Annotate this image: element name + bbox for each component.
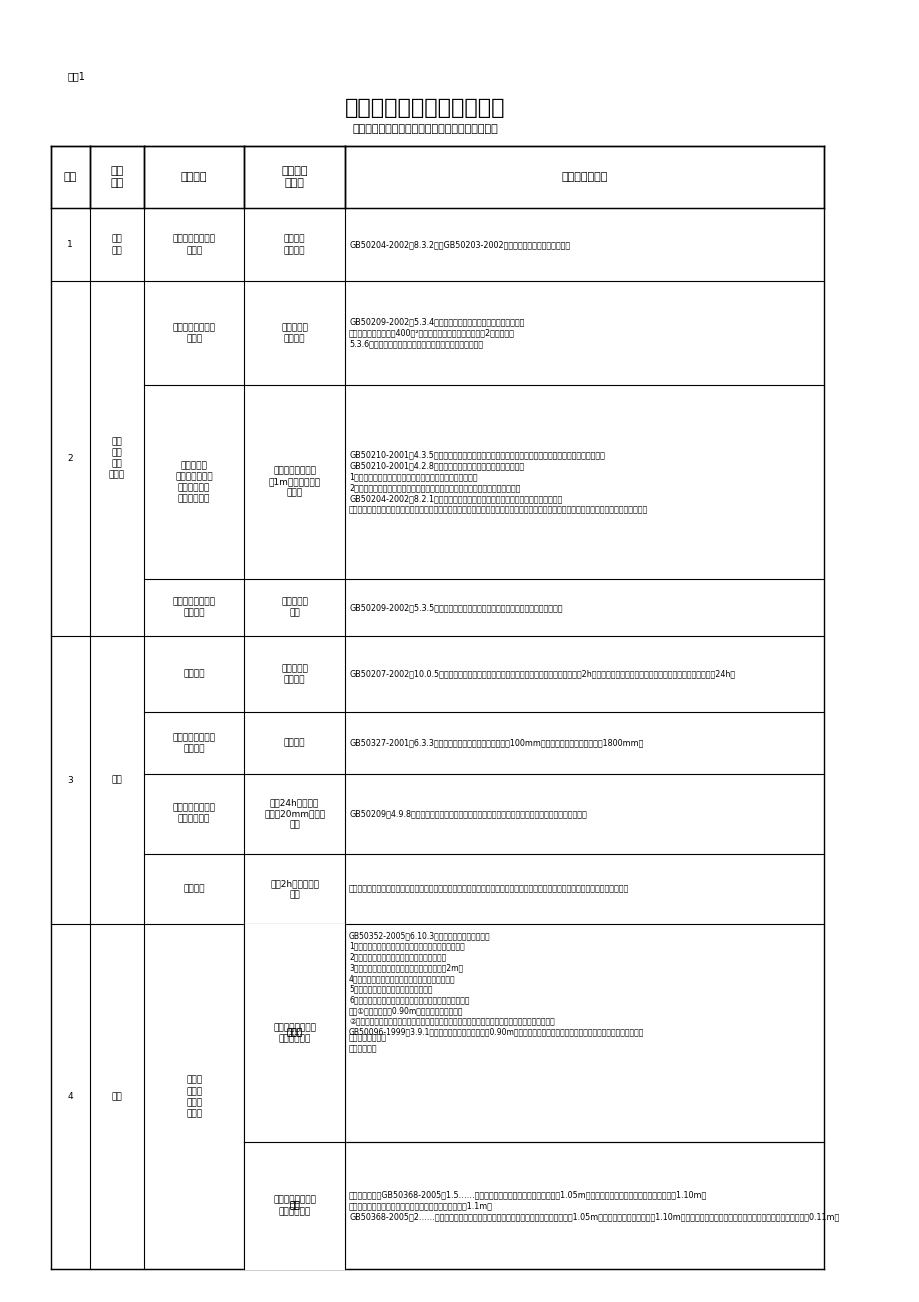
Text: 观察和泼水
检查: 观察和泼水 检查: [281, 598, 308, 617]
Text: 墙面、天棚
粉刷、水泥浆、
裂缝、和墙灰
（电梁除外）: 墙面、天棚 粉刷、水泥浆、 裂缝、和墙灰 （电梁除外）: [175, 461, 212, 504]
Text: 外窗台: 外窗台: [286, 1029, 302, 1038]
Text: 蓄水24h，深度不
得小于20mm，观察
检查: 蓄水24h，深度不 得小于20mm，观察 检查: [264, 798, 324, 829]
Text: GB50327-2001第6.3.3防水层应从地面延伸到墙，高出地面100mm；浴室墙面的防水层不得低于1800mm。: GB50327-2001第6.3.3防水层应从地面延伸到墙，高出地面100mm；…: [348, 738, 642, 747]
Text: 钢尺检查，每个窗
台不少于一处: 钢尺检查，每个窗 台不少于一处: [348, 1034, 387, 1053]
Text: 住宅工程质量分户验收导则: 住宅工程质量分户验收导则: [345, 98, 505, 117]
Text: 验收内容: 验收内容: [181, 172, 207, 182]
Text: 序号: 序号: [63, 172, 77, 182]
Text: GB50352-2005第6.10.3窗的设置应符合下列规定：
1、窗扇的开启式应方便使用、安全和易于维修、清洗；
2、当采用外开窗时应能够牢固窗扇的固定端；
: GB50352-2005第6.10.3窗的设置应符合下列规定： 1、窗扇的开启式…: [348, 931, 644, 1036]
Text: 附表1: 附表1: [68, 72, 85, 82]
Text: 检查方法
及数量: 检查方法 及数量: [281, 165, 308, 189]
Text: 4: 4: [67, 1092, 73, 1101]
Text: 楼地
面、
墙面
和天棚: 楼地 面、 墙面 和天棚: [108, 437, 125, 479]
Text: 护栏: 护栏: [289, 1202, 300, 1211]
Text: 《建筑法》第六十条：建筑工程竣工时，屋顶、墙面不得有渗漏、开裂等质量缺陷；对已经发现的质量缺陷，建筑施工企业应当修复。: 《建筑法》第六十条：建筑工程竣工时，屋顶、墙面不得有渗漏、开裂等质量缺陷；对已经…: [348, 884, 629, 893]
Text: GB50209第4.9.8有防水要求的建筑地面工程的立管、套管、地漏处严禁渗漏，坡向应正确、无积水。: GB50209第4.9.8有防水要求的建筑地面工程的立管、套管、地漏处严禁渗漏，…: [348, 809, 586, 818]
Text: 护栏: 护栏: [289, 1202, 300, 1211]
Text: GB50207-2002第10.0.5检查屋面有无渗漏、积水和排水系统是否畅通，应在雨后或持续淋水2h后进行。有可能作蓄水检验的屋面，其蓄水的时间不应少于24h: GB50207-2002第10.0.5检查屋面有无渗漏、积水和排水系统是否畅通，…: [348, 669, 734, 678]
Text: 楼地面空鼓、裂缝
、起砂: 楼地面空鼓、裂缝 、起砂: [173, 323, 215, 344]
Text: 观察检查、距检查
面1m处正视无裂缝
和墙灰: 观察检查、距检查 面1m处正视无裂缝 和墙灰: [268, 466, 321, 497]
Text: GB50204-2002第8.3.2条及GB50203-2002有关砌体轴线允许偏差的规定。: GB50204-2002第8.3.2条及GB50203-2002有关砌体轴线允许…: [348, 241, 570, 249]
Text: GB50209-2002第5.3.4面层与下一层应结合牢固，无空鼓、裂纹。
注：空鼓面积不应大于400㎝²，且每自然间（标准间）不多于2处可不计。
5.3.6面: GB50209-2002第5.3.4面层与下一层应结合牢固，无空鼓、裂纹。 注：…: [348, 318, 524, 349]
Text: 门窗: 门窗: [111, 1092, 122, 1101]
Text: 厨、卫、阳台防水
工程施工: 厨、卫、阳台防水 工程施工: [173, 733, 215, 753]
Text: 屋面渗漏: 屋面渗漏: [183, 669, 205, 678]
Text: GB50210-2001第4.3.5各抹灰层之间及抹灰层与基体之间必须粘接牢固，抹灰层应无脱层、空鼓和裂缝。
GB50210-2001第4.2.8一般抹灰工程的: GB50210-2001第4.3.5各抹灰层之间及抹灰层与基体之间必须粘接牢固，…: [348, 450, 648, 514]
Text: 栏杆高度标准：GB50368-2005第1.5……五层及五层以下住宅的栏杆高度不应低于1.05m，七层及七层以上住宅的栏杆高度不应低于1.10m。
阳台栏杆应有: 栏杆高度标准：GB50368-2005第1.5……五层及五层以下住宅的栏杆高度不…: [348, 1190, 838, 1221]
Text: 外墙渗漏: 外墙渗漏: [183, 884, 205, 893]
Text: 外窗台
窗洞口
尺寸及
栏杆间: 外窗台 窗洞口 尺寸及 栏杆间: [186, 1075, 202, 1118]
Text: 房间
尺寸: 房间 尺寸: [111, 234, 122, 255]
Text: 卫生间等有防水要
求的地面渗漏: 卫生间等有防水要 求的地面渗漏: [173, 803, 215, 824]
Text: GB50209-2002第5.3.5面层表面的坡度应符合设计要求，不得有倒泛水和积水现象。: GB50209-2002第5.3.5面层表面的坡度应符合设计要求，不得有倒泛水和…: [348, 603, 562, 612]
Text: 尺量检查
每一房间: 尺量检查 每一房间: [284, 234, 305, 255]
Text: 尺量检查: 尺量检查: [284, 738, 305, 747]
Text: 钢尺量测，每片栏
杆不少于一处: 钢尺量测，每片栏 杆不少于一处: [273, 1195, 316, 1216]
Text: 室内标高、隔墙轴
线偏差: 室内标高、隔墙轴 线偏差: [173, 234, 215, 255]
Text: 小锤轻击和
观察检查: 小锤轻击和 观察检查: [281, 323, 308, 344]
Text: 钢尺检查，每个窗
台不少于一处: 钢尺检查，每个窗 台不少于一处: [273, 1023, 316, 1043]
Text: 防水: 防水: [111, 776, 122, 785]
Text: （验收项目、内容、检查方法及参照标准、条文）: （验收项目、内容、检查方法及参照标准、条文）: [352, 124, 497, 134]
Text: 淋水2h或雨后观察
检查: 淋水2h或雨后观察 检查: [270, 879, 319, 900]
Text: 验收
项目: 验收 项目: [110, 165, 123, 189]
Text: 3: 3: [67, 776, 74, 785]
Text: 1: 1: [67, 241, 74, 249]
Text: 外窗台: 外窗台: [286, 1029, 302, 1038]
Text: 厕、浴、阳台地面
表面坡度: 厕、浴、阳台地面 表面坡度: [173, 598, 215, 617]
Text: 雨后或蓄水
试验检查: 雨后或蓄水 试验检查: [281, 664, 308, 684]
Text: 参照标准、条文: 参照标准、条文: [561, 172, 607, 182]
Text: 2: 2: [67, 454, 73, 464]
